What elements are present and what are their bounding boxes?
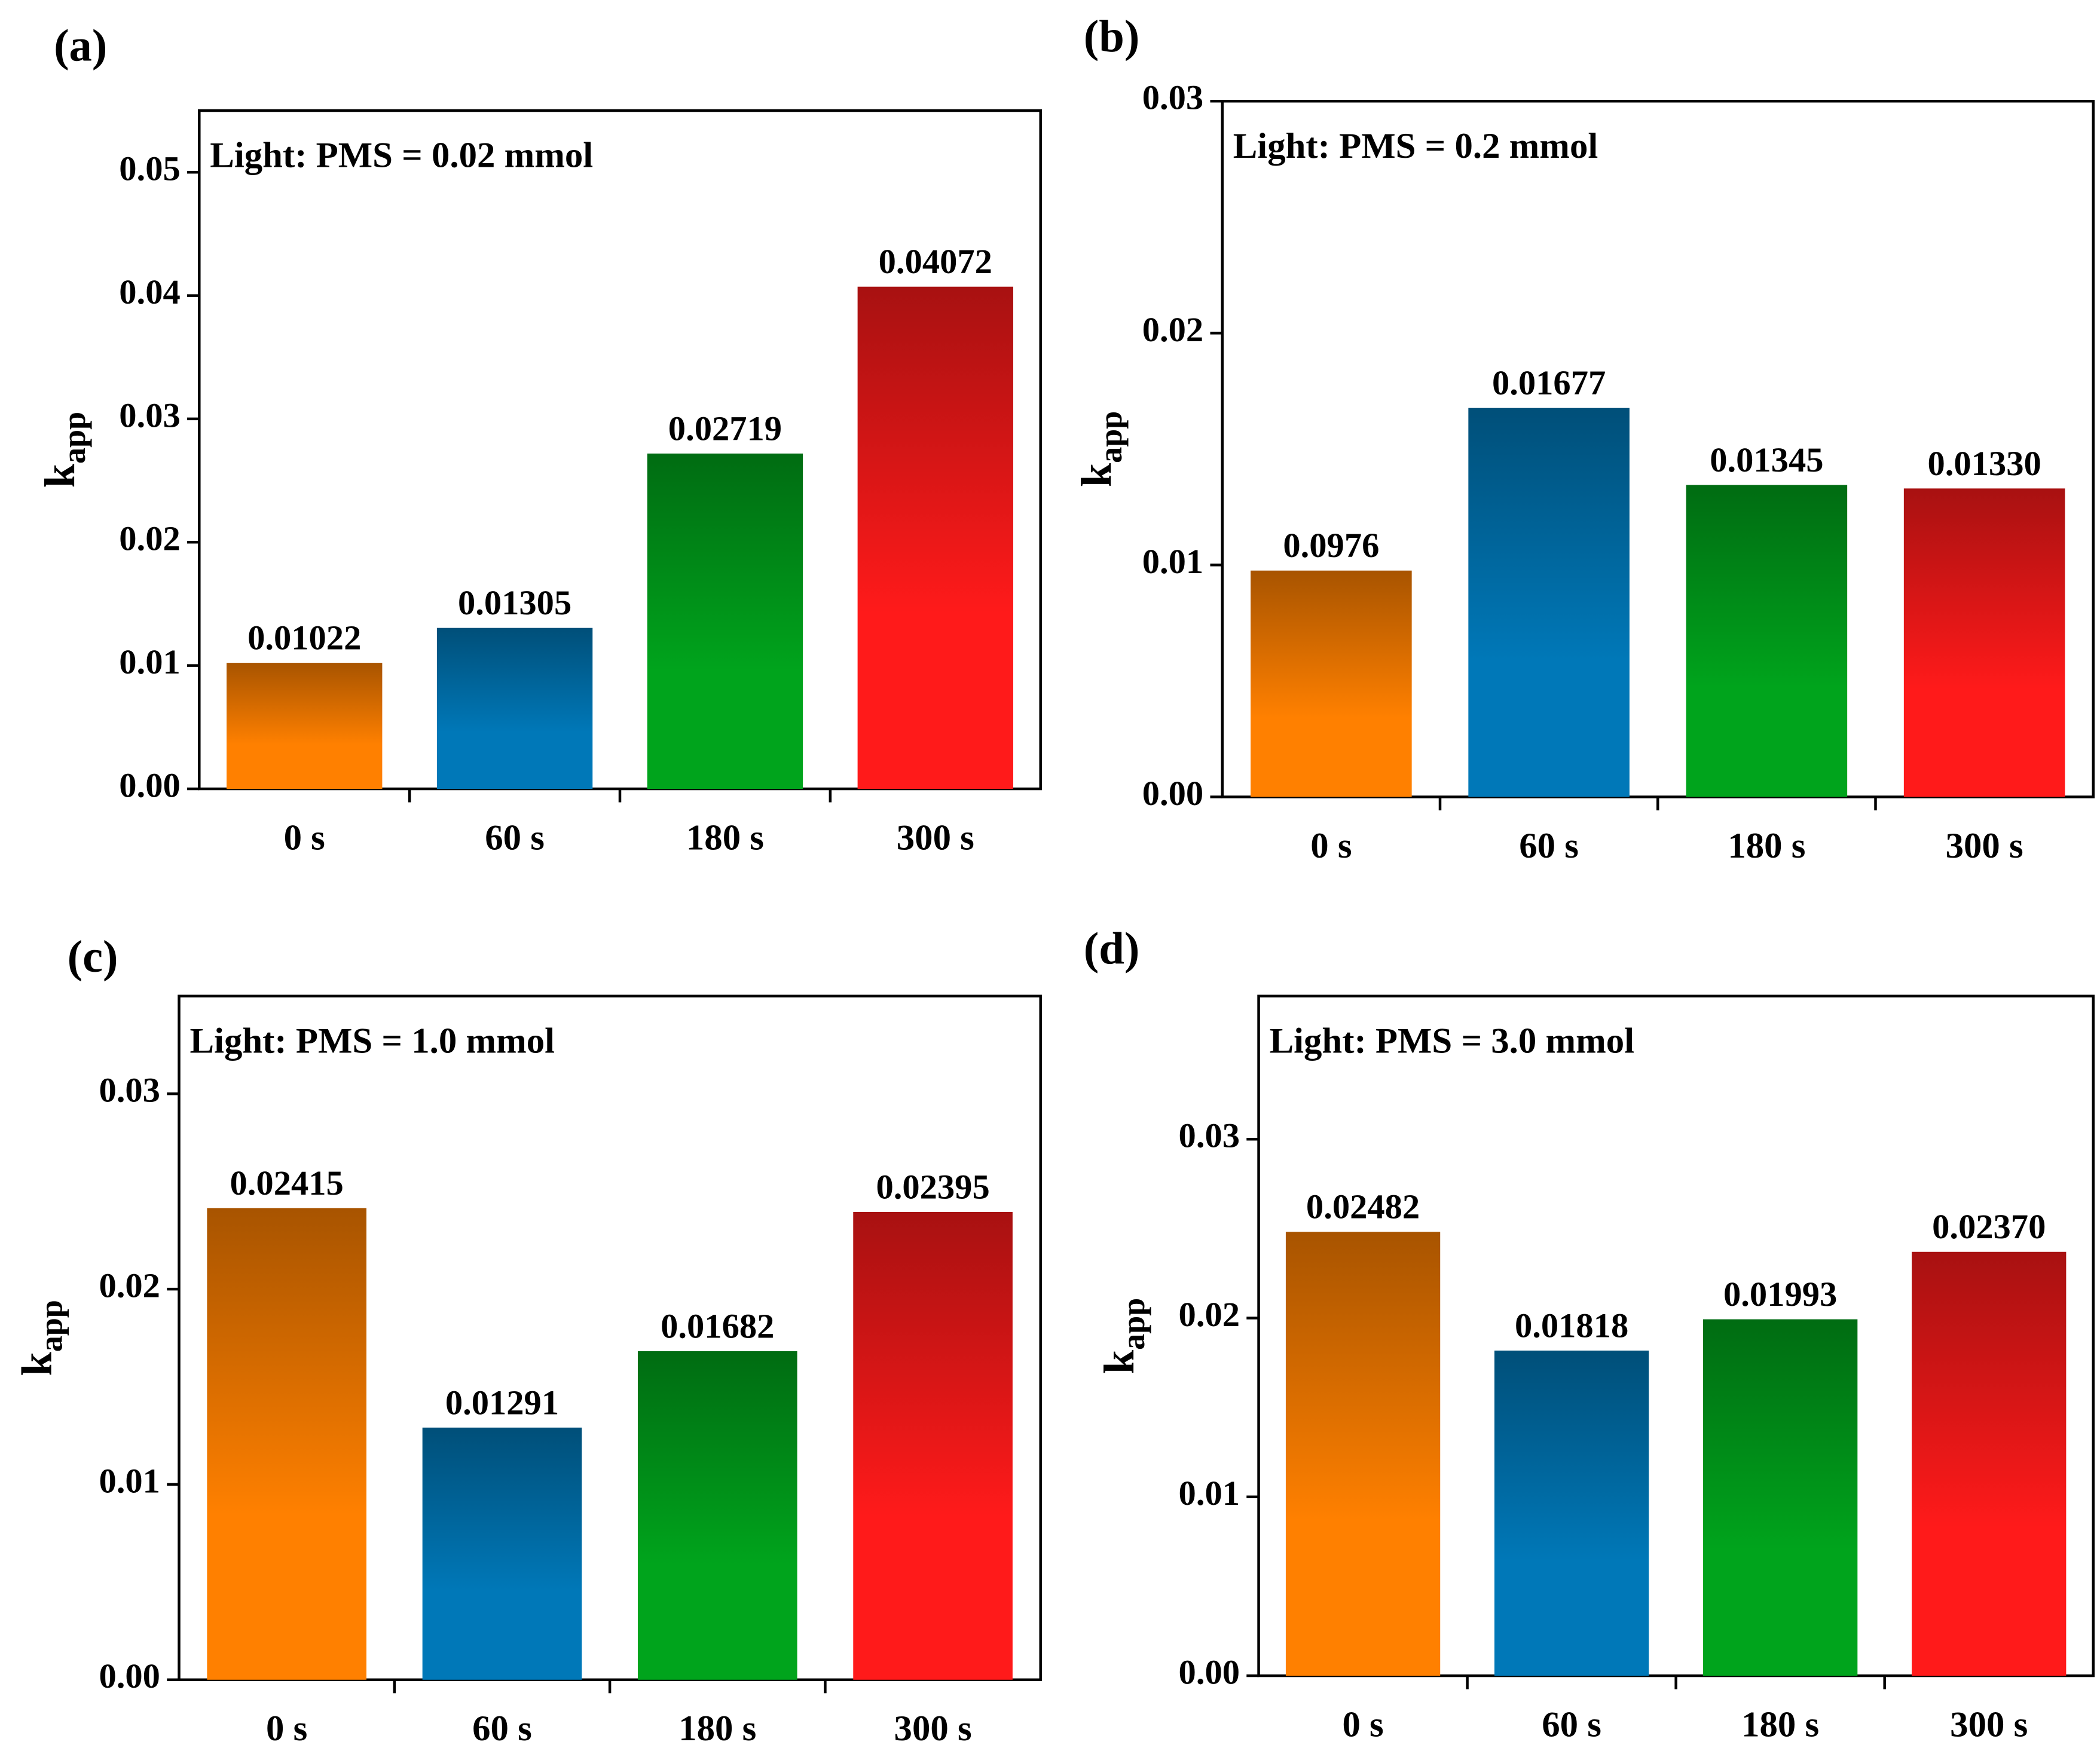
bar [1494, 1350, 1649, 1676]
data-label: 0.01022 [247, 619, 361, 657]
y-axis-label-sub: app [1093, 411, 1129, 463]
data-label: 0.0976 [1283, 526, 1379, 565]
y-tick-label: 0.02 [119, 519, 180, 558]
y-tick-label: 0.00 [119, 766, 180, 804]
data-label: 0.02395 [876, 1167, 989, 1206]
data-label: 0.02719 [668, 409, 782, 448]
data-label: 0.01993 [1723, 1275, 1837, 1314]
bar [1912, 1251, 2067, 1676]
x-tick-label: 60 s [472, 1709, 532, 1749]
data-label: 0.01330 [1927, 444, 2041, 483]
y-axis-label-sub: app [56, 412, 92, 464]
y-axis-label-main: k [13, 1352, 61, 1376]
annotation: Light: PMS = 1.0 mmol [190, 1021, 555, 1061]
bar [1468, 408, 1630, 797]
bar [1703, 1319, 1858, 1676]
data-label: 0.01291 [445, 1383, 559, 1422]
panel: (c) Light: PMS = 1.0 mmol kapp 0.02415 0 s 0.… [13, 931, 1042, 1749]
x-tick-label: 60 s [1542, 1704, 1601, 1744]
panel-label: (b) [1084, 11, 1140, 62]
panel-label: (c) [68, 931, 118, 982]
y-tick-label: 0.02 [99, 1266, 160, 1305]
panel-label: (d) [1084, 923, 1140, 974]
data-label: 0.01818 [1515, 1306, 1628, 1345]
x-tick-label: 180 s [678, 1709, 756, 1749]
x-tick-label: 180 s [686, 818, 764, 858]
y-axis-label-main: k [1095, 1350, 1143, 1374]
panel: (b) Light: PMS = 0.2 mmol kapp 0.0976 0 s 0.0… [1072, 11, 2095, 866]
y-axis-label: kapp [1072, 411, 1129, 487]
data-label: 0.02482 [1306, 1187, 1420, 1226]
annotation: Light: PMS = 0.2 mmol [1233, 126, 1598, 166]
y-axis-label-sub: app [1115, 1298, 1151, 1350]
data-label: 0.02415 [230, 1164, 344, 1202]
data-label: 0.04072 [879, 242, 992, 281]
x-tick-label: 0 s [1342, 1704, 1383, 1744]
bar [227, 663, 383, 789]
y-tick-label: 0.02 [1179, 1295, 1240, 1334]
bar [422, 1427, 582, 1680]
data-label: 0.01677 [1492, 363, 1606, 402]
y-tick-label: 0.01 [119, 642, 180, 681]
y-tick-label: 0.02 [1142, 310, 1203, 349]
y-tick-label: 0.00 [1142, 774, 1203, 813]
y-tick-label: 0.05 [119, 149, 180, 188]
x-tick-label: 180 s [1741, 1704, 1819, 1744]
data-label: 0.01345 [1710, 440, 1823, 479]
y-tick-label: 0.00 [1179, 1652, 1240, 1691]
y-tick-label: 0.03 [1179, 1116, 1240, 1155]
y-tick-label: 0.01 [1142, 542, 1203, 581]
y-tick-label: 0.03 [119, 396, 180, 434]
x-tick-label: 60 s [1519, 826, 1579, 866]
panel: (d) Light: PMS = 3.0 mmol kapp 0.02482 0 s 0.… [1084, 923, 2095, 1744]
bar [1903, 488, 2065, 797]
x-tick-label: 300 s [897, 818, 974, 858]
y-axis-label: kapp [36, 412, 92, 488]
x-tick-label: 0 s [1310, 826, 1352, 866]
x-tick-label: 0 s [284, 818, 325, 858]
bar [857, 286, 1013, 789]
x-tick-label: 180 s [1728, 826, 1805, 866]
data-label: 0.02370 [1932, 1207, 2046, 1246]
y-axis-label: kapp [13, 1300, 69, 1376]
y-axis-label: kapp [1095, 1298, 1151, 1374]
bar [436, 627, 593, 789]
bar [1686, 485, 1848, 797]
panel: (a) Light: PMS = 0.02 mmol kapp 0.01022 0 s 0… [36, 20, 1042, 858]
x-tick-label: 60 s [485, 818, 545, 858]
annotation: Light: PMS = 3.0 mmol [1270, 1021, 1635, 1061]
bar [207, 1208, 366, 1680]
x-tick-label: 300 s [1950, 1704, 2028, 1744]
bar [1251, 570, 1412, 797]
y-axis-label-main: k [36, 464, 84, 488]
bar [637, 1351, 797, 1680]
y-tick-label: 0.03 [99, 1071, 160, 1110]
bar [853, 1211, 1013, 1680]
bar [1285, 1232, 1441, 1676]
y-axis-label-main: k [1072, 463, 1120, 487]
bar [647, 453, 803, 789]
y-axis-label-sub: app [33, 1300, 69, 1352]
y-tick-label: 0.01 [1179, 1474, 1240, 1513]
y-tick-label: 0.00 [99, 1657, 160, 1695]
data-label: 0.01682 [661, 1306, 774, 1345]
x-tick-label: 300 s [894, 1709, 972, 1749]
y-tick-label: 0.03 [1142, 78, 1203, 117]
x-tick-label: 300 s [1946, 826, 2023, 866]
annotation: Light: PMS = 0.02 mmol [210, 136, 593, 176]
y-tick-label: 0.04 [119, 273, 180, 311]
x-tick-label: 0 s [266, 1709, 307, 1749]
panel-label: (a) [54, 20, 107, 71]
data-label: 0.01305 [458, 583, 571, 622]
y-tick-label: 0.01 [99, 1461, 160, 1500]
